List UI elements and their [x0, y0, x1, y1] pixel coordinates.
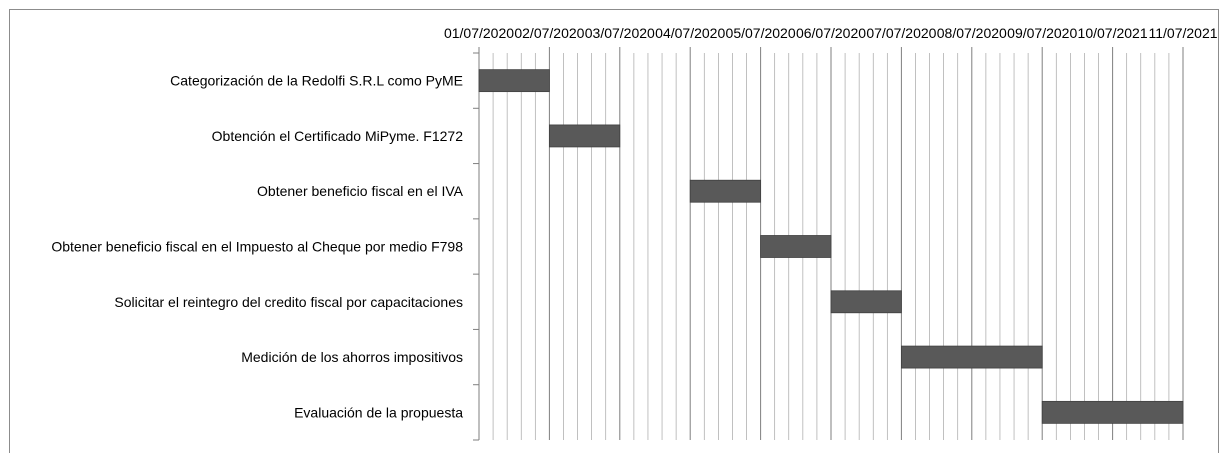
x-tick-label: 04/07/2020 [655, 25, 725, 41]
x-tick-label: 03/07/2020 [585, 25, 655, 41]
x-tick-label: 06/07/2020 [796, 25, 866, 41]
x-tick-label: 07/07/2020 [866, 25, 936, 41]
x-tick-label: 11/07/2021 [1148, 25, 1217, 41]
task-label: Obtener beneficio fiscal en el IVA [257, 183, 464, 199]
task-bar [830, 290, 902, 314]
task-label: Medición de los ahorros impositivos [241, 349, 463, 365]
task-bar [478, 69, 550, 93]
task-bar [549, 124, 621, 148]
chart-frame [9, 9, 1219, 453]
task-label: Categorización de la Redolfi S.R.L como … [170, 73, 463, 89]
task-bar [760, 235, 832, 258]
task-bar [901, 345, 1043, 369]
x-tick-label: 08/07/2020 [937, 25, 1007, 41]
task-label: Obtención el Certificado MiPyme. F1272 [212, 128, 464, 144]
task-bar [1041, 400, 1184, 424]
task-label: Solicitar el reintegro del credito fisca… [114, 294, 463, 310]
x-tick-label: 09/07/2020 [1007, 25, 1077, 41]
x-tick-label: 10/07/2021 [1078, 25, 1148, 41]
x-tick-label: 01/07/2020 [444, 25, 514, 41]
x-tick-label: 02/07/2020 [514, 25, 584, 41]
task-label: Evaluación de la propuesta [294, 404, 463, 420]
task-label: Obtener beneficio fiscal en el Impuesto … [51, 239, 463, 255]
x-tick-label: 05/07/2020 [726, 25, 796, 41]
task-bar [689, 179, 762, 203]
